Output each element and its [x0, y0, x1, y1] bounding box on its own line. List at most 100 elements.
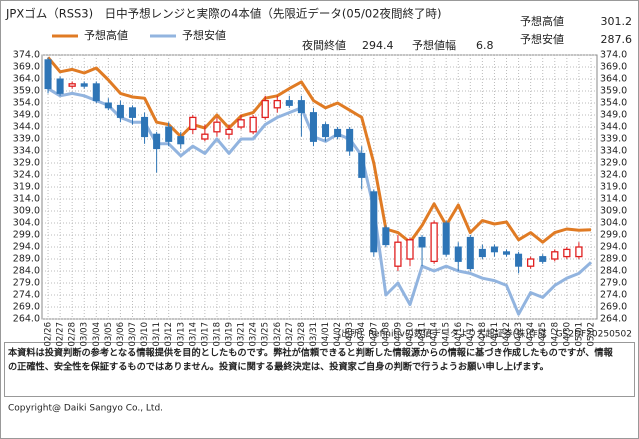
candle-body	[213, 121, 221, 133]
candle-body	[261, 99, 269, 119]
x-tick-label: 04/23	[514, 322, 524, 347]
y-tick-label: 374.0	[600, 50, 627, 61]
y-tick-label: 279.0	[13, 278, 40, 289]
y-tick-label: 344.0	[600, 122, 627, 133]
x-tick-label: 04/11	[418, 322, 428, 347]
candle-body	[249, 116, 257, 133]
x-tick-label: 03/28	[297, 322, 307, 347]
y-tick-label: 269.0	[600, 302, 627, 313]
candle-body	[116, 104, 124, 118]
x-tick-label: 03/27	[285, 322, 295, 347]
candle-body	[285, 100, 293, 106]
x-tick-label: 05/01	[574, 322, 584, 347]
candle-body	[309, 112, 317, 142]
summary-value: 287.6	[601, 33, 633, 46]
candle-body	[141, 116, 149, 138]
x-tick-label: 03/26	[273, 322, 283, 347]
x-tick-label: 03/07	[128, 322, 138, 347]
y-tick-label: 369.0	[13, 62, 40, 73]
summary-label: 夜間終値	[302, 38, 346, 52]
x-tick-label: 03/05	[104, 322, 114, 347]
chart-title: JPXゴム（RSS3) 日中予想レンジと実際の4本値（先限近データ(05/02夜…	[5, 7, 442, 21]
y-tick-label: 354.0	[600, 98, 627, 109]
x-tick-label: 04/04	[357, 322, 367, 347]
candle-body	[56, 78, 64, 94]
candle-body	[80, 83, 88, 87]
candle-body	[297, 100, 305, 114]
x-tick-label: 04/24	[526, 322, 536, 347]
x-tick-label: 03/10	[140, 322, 150, 347]
y-tick-label: 284.0	[600, 266, 627, 277]
x-tick-label: 04/25	[538, 322, 548, 347]
x-tick-label: 04/16	[454, 322, 464, 347]
x-tick-label: 04/01	[321, 322, 331, 347]
candle-body	[189, 116, 197, 131]
y-tick-label: 309.0	[600, 206, 627, 217]
candle-body	[177, 136, 185, 145]
candle-body	[68, 83, 76, 87]
y-tick-label: 264.0	[13, 314, 40, 325]
candle-body	[430, 222, 438, 263]
series-line	[46, 56, 592, 244]
candle-body	[201, 133, 209, 140]
x-tick-label: 04/21	[490, 322, 500, 347]
x-tick-label: 04/02	[333, 322, 343, 347]
x-tick-label: 03/14	[188, 322, 198, 347]
candle-body	[334, 128, 342, 138]
y-tick-label: 264.0	[600, 314, 627, 325]
copyright: Copyright@ Daiki Sangyo Co., Ltd.	[8, 404, 163, 414]
candle-body	[104, 102, 112, 109]
x-tick-label: 04/22	[502, 322, 512, 347]
candle-body	[237, 119, 245, 128]
y-tick-label: 289.0	[13, 254, 40, 265]
candle-body	[322, 124, 330, 138]
candle-body	[382, 227, 390, 246]
candle-body	[273, 99, 281, 109]
y-tick-label: 299.0	[600, 230, 627, 241]
x-tick-label: 03/18	[212, 322, 222, 347]
x-tick-label: 03/13	[176, 322, 186, 347]
candle-body	[551, 251, 559, 260]
x-tick-label: 03/19	[225, 322, 235, 347]
y-tick-label: 324.0	[600, 170, 627, 181]
x-tick-label: 03/06	[116, 322, 126, 347]
y-tick-label: 304.0	[13, 218, 40, 229]
candle-body	[539, 256, 547, 262]
series-line	[47, 87, 593, 316]
x-tick-label: 03/31	[309, 322, 319, 347]
y-tick-label: 334.0	[600, 146, 627, 157]
y-tick-label: 304.0	[600, 218, 627, 229]
candle-body	[358, 152, 366, 178]
y-tick-label: 294.0	[13, 242, 40, 253]
candle-body	[563, 248, 571, 258]
x-tick-label: 03/24	[249, 322, 259, 347]
candle-body	[418, 236, 426, 248]
x-tick-label: 03/21	[237, 322, 247, 347]
y-tick-label: 314.0	[13, 194, 40, 205]
y-tick-label: 329.0	[13, 158, 40, 169]
summary-value: 294.4	[362, 39, 394, 52]
x-tick-label: 04/03	[345, 322, 355, 347]
y-tick-label: 299.0	[13, 230, 40, 241]
x-tick-label: 02/27	[56, 322, 66, 347]
y-tick-label: 309.0	[13, 206, 40, 217]
x-tick-label: 04/15	[442, 322, 452, 347]
x-tick-label: 03/12	[164, 322, 174, 347]
x-tick-label: 03/03	[80, 322, 90, 347]
x-tick-label: 02/28	[68, 322, 78, 347]
y-tick-label: 319.0	[600, 182, 627, 193]
x-tick-label: 04/09	[393, 322, 403, 347]
candle-body	[515, 253, 523, 267]
note-line: 本資料は投資判断の参考となる情報提供を目的としたものです。弊社が信頼できると判断…	[8, 347, 614, 359]
candle-body	[502, 251, 511, 255]
candle-body	[346, 128, 354, 152]
candle-body	[92, 83, 100, 102]
y-tick-label: 269.0	[13, 302, 40, 313]
summary-value: 6.8	[476, 39, 494, 52]
candle-body	[153, 133, 161, 150]
x-tick-label: 03/11	[152, 322, 162, 347]
x-tick-label: 04/10	[405, 322, 415, 347]
x-tick-label: 04/07	[369, 322, 379, 347]
